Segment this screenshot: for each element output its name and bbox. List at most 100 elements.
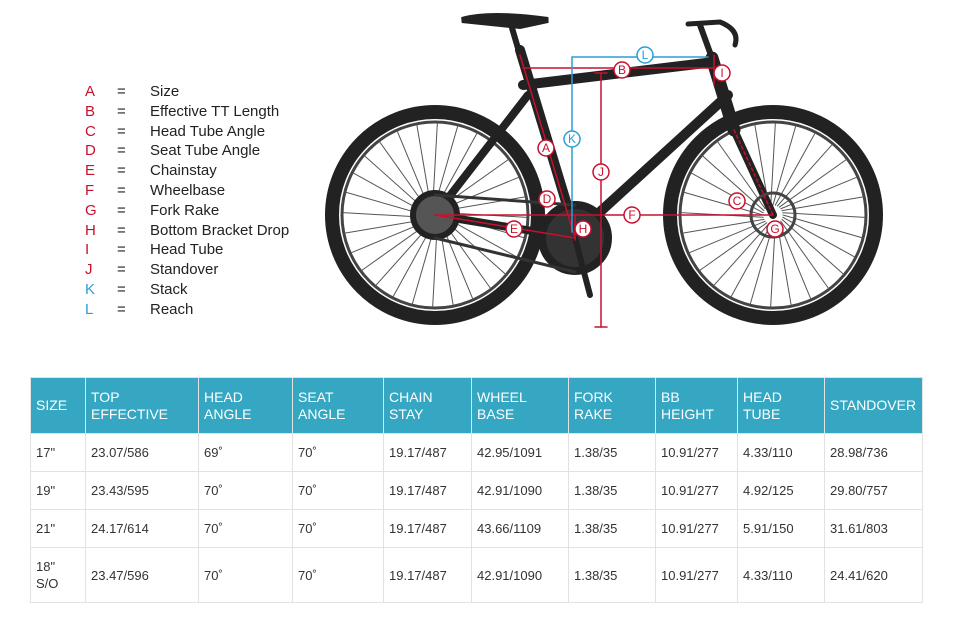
legend-letter: L <box>85 300 94 318</box>
legend-letter: B <box>85 102 96 120</box>
table-cell: 23.47/596 <box>85 547 199 603</box>
legend-row: J = Standover <box>85 260 289 280</box>
column-header: CHAIN STAY <box>383 377 472 434</box>
column-header: WHEEL BASE <box>471 377 569 434</box>
table-cell: 18" S/O <box>30 547 86 603</box>
column-header: TOP EFFECTIVE <box>85 377 199 434</box>
legend-sign: = <box>117 122 126 140</box>
table-cell: 70˚ <box>292 547 384 603</box>
table-cell: 1.38/35 <box>568 509 656 548</box>
table-cell: 4.33/110 <box>737 433 825 472</box>
table-cell: 5.91/150 <box>737 509 825 548</box>
legend-row: C = Head Tube Angle <box>85 122 289 142</box>
legend-letter: E <box>85 162 96 180</box>
legend-row: F = Wheelbase <box>85 181 289 201</box>
legend-row: D = Seat Tube Angle <box>85 141 289 161</box>
table-cell: 70˚ <box>198 547 293 603</box>
legend-label: Chainstay <box>150 162 217 180</box>
table-cell: 10.91/277 <box>655 433 738 472</box>
table-cell: 42.91/1090 <box>471 547 569 603</box>
legend-letter: J <box>85 261 93 279</box>
legend-label: Head Tube <box>150 241 224 259</box>
legend-sign: = <box>117 83 126 100</box>
table-cell: 4.33/110 <box>737 547 825 603</box>
legend-sign: = <box>117 261 126 279</box>
legend-letter: K <box>85 280 96 298</box>
legend: A = Size B = Effective TT Length C = Head Tube A… <box>85 82 289 320</box>
marker-letter: L <box>642 48 649 62</box>
legend-row: A = Size <box>85 82 289 102</box>
legend-letter: G <box>85 201 97 219</box>
diagram-marker: L <box>636 46 654 64</box>
diagram-marker: G <box>766 220 784 238</box>
legend-row: K = Stack <box>85 280 289 300</box>
table-cell: 10.91/277 <box>655 547 738 603</box>
legend-label: Wheelbase <box>150 181 226 199</box>
column-header: FORK RAKE <box>568 377 656 434</box>
diagram-marker: E <box>505 220 523 238</box>
legend-label: Bottom Bracket Drop <box>150 221 290 239</box>
table-cell: 70˚ <box>292 509 384 548</box>
marker-circle <box>766 220 784 238</box>
diagram-marker: K <box>563 130 581 148</box>
table-cell: 24.41/620 <box>824 547 923 603</box>
column-header: HEAD TUBE <box>737 377 825 434</box>
marker-circle <box>537 139 555 157</box>
legend-row: L = Reach <box>85 300 289 320</box>
legend-row: H = Bottom Bracket Drop <box>85 221 289 241</box>
table-cell: 19.17/487 <box>383 509 472 548</box>
legend-sign: = <box>117 300 126 318</box>
legend-letter: D <box>85 142 96 160</box>
legend-label: Head Tube Angle <box>150 122 266 140</box>
marker-letter: E <box>510 222 518 236</box>
legend-letter: F <box>85 181 95 199</box>
table-cell: 43.66/1109 <box>471 509 569 548</box>
table-cell: 10.91/277 <box>655 471 738 510</box>
legend-sign: = <box>117 181 126 199</box>
table-cell: 10.91/277 <box>655 509 738 548</box>
diagram-marker: H <box>574 220 592 238</box>
table-cell: 70˚ <box>292 433 384 472</box>
marker-circle <box>592 163 610 181</box>
legend-label: Seat Tube Angle <box>150 142 261 160</box>
diagram-marker: F <box>623 206 641 224</box>
marker-circle <box>636 46 654 64</box>
legend-sign: = <box>117 280 126 298</box>
table-cell: 31.61/803 <box>824 509 923 548</box>
legend-sign: = <box>117 102 126 120</box>
marker-circle <box>623 206 641 224</box>
table-row: 17" 23.07/586 69˚ 70˚ 19.17/487 42.95/1091 1.3… <box>30 433 923 472</box>
diagram-marker: J <box>592 163 610 181</box>
table-cell: 70˚ <box>198 509 293 548</box>
diagram-marker: C <box>728 192 746 210</box>
column-header: BB HEIGHT <box>655 377 738 434</box>
column-header: SEAT ANGLE <box>292 377 384 434</box>
diagram-marker: A <box>537 139 555 157</box>
geometry-table: SIZE TOP EFFECTIVE HEAD ANGLE SEAT ANGLE CHA… <box>30 377 923 603</box>
marker-letter: D <box>543 192 552 206</box>
diagram-marker: D <box>538 190 556 208</box>
table-cell: 19" <box>30 471 86 510</box>
table-cell: 29.80/757 <box>824 471 923 510</box>
legend-label: Size <box>150 83 180 100</box>
legend-sign: = <box>117 201 126 219</box>
table-cell: 4.92/125 <box>737 471 825 510</box>
legend-row: I = Head Tube <box>85 240 289 260</box>
marker-letter: F <box>628 208 635 222</box>
table-cell: 1.38/35 <box>568 471 656 510</box>
table-cell: 19.17/487 <box>383 471 472 510</box>
marker-circle <box>574 220 592 238</box>
table-cell: 1.38/35 <box>568 547 656 603</box>
legend-label: Reach <box>150 300 194 318</box>
marker-letter: K <box>568 132 576 146</box>
table-cell: 19.17/487 <box>383 547 472 603</box>
table-row: 21" 24.17/614 70˚ 70˚ 19.17/487 43.66/1109 1.3… <box>30 509 923 548</box>
marker-circle <box>728 192 746 210</box>
table-cell: 1.38/35 <box>568 433 656 472</box>
table-cell: 23.43/595 <box>85 471 199 510</box>
table-row: 19" 23.43/595 70˚ 70˚ 19.17/487 42.91/1090 1.3… <box>30 471 923 510</box>
legend-label: Standover <box>150 261 219 279</box>
marker-letter: A <box>542 141 550 155</box>
legend-row: E = Chainstay <box>85 161 289 181</box>
